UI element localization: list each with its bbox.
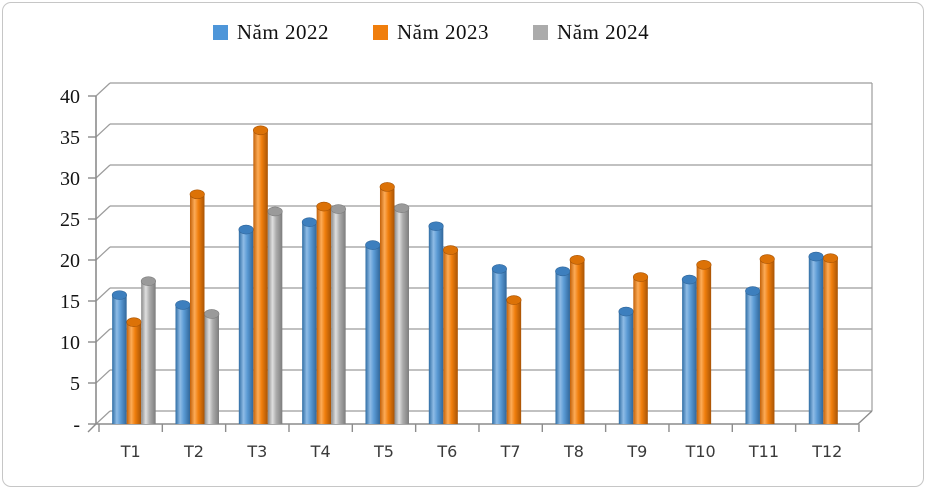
bar-năm-2023-T7 [506,295,522,424]
floor-right-edge [857,410,873,425]
gridline-depth-0 [95,410,111,425]
legend-label-nam-2024: Năm 2024 [557,20,650,44]
x-label-T11: T11 [748,442,779,461]
y-tick-label-25: 25 [60,209,80,231]
x-label-T12: T12 [811,442,842,461]
bar-năm-2022-T3 [238,224,254,424]
bar-năm-2024-T3 [267,206,283,424]
bar-năm-2022-T7 [491,264,507,424]
y-tick-label-20: 20 [60,250,80,272]
gridline-depth-3 [95,287,111,302]
legend-label-nam-2023: Năm 2023 [396,20,490,44]
y-tick-label-35: 35 [60,127,80,149]
bar-năm-2023-T4 [316,201,332,424]
bar-năm-2022-T4 [301,217,317,424]
bar-năm-2023-T2 [189,189,205,424]
bar-năm-2023-T9 [633,272,649,424]
y-tick-label--: - [73,414,80,436]
bar-năm-2023-T12 [822,253,839,424]
legend-swatch-nam-2024 [533,25,549,40]
y-tick-label-15: 15 [60,291,80,313]
bar-năm-2023-T8 [569,255,585,424]
y-tick-label-30: 30 [60,168,80,190]
y-tick-label-40: 40 [60,86,80,108]
legend-swatch-nam-2023 [372,25,388,40]
gridline-depth-8 [95,82,111,97]
floor-left-edge [87,423,97,433]
gridline-depth-4 [95,246,111,261]
gridline-depth-6 [95,164,111,179]
legend-item-nam-2024: Năm 2024 [533,20,649,45]
bar-năm-2022-T12 [808,251,824,424]
bar-năm-2023-T11 [759,254,775,424]
legend-label-nam-2022: Năm 2022 [236,20,329,44]
bar-năm-2023-T6 [443,245,459,424]
bar-năm-2024-T1 [140,276,156,424]
x-label-T5: T5 [373,442,394,461]
y-tick-label-10: 10 [60,332,80,354]
legend-item-nam-2023: Năm 2023 [372,20,490,45]
x-label-T7: T7 [500,442,521,461]
legend-swatch-nam-2022 [212,25,228,40]
gridline-depth-2 [95,328,111,343]
bar-năm-2024-T2 [204,309,220,424]
bar-năm-2023-T1 [126,317,142,424]
gridline-depth-7 [95,123,111,138]
x-label-T4: T4 [310,442,331,461]
bar-năm-2023-T3 [253,125,269,425]
bar-năm-2022-T5 [365,240,381,424]
bar-năm-2022-T8 [555,266,571,424]
x-label-T6: T6 [436,442,457,461]
legend-item-nam-2022: Năm 2022 [212,20,329,45]
bar-năm-2022-T11 [745,286,761,424]
bar-năm-2022-T6 [428,221,444,424]
x-label-T8: T8 [563,442,584,461]
bar-năm-2022-T9 [618,306,634,424]
x-label-T10: T10 [685,442,716,461]
x-label-T2: T2 [183,442,204,461]
legend: Năm 2022 Năm 2023 Năm 2024 [0,20,894,45]
bar-năm-2023-T10 [696,259,712,424]
y-tick-label-5: 5 [70,373,80,395]
gridline-depth-1 [95,369,111,384]
bar-năm-2023-T5 [379,182,395,424]
bar-năm-2022-T10 [681,274,697,424]
x-label-T1: T1 [120,442,141,461]
x-label-T3: T3 [246,442,267,461]
x-label-T9: T9 [626,442,647,461]
gridline-depth-5 [95,205,111,220]
bar-năm-2024-T4 [330,204,346,424]
bar-năm-2022-T2 [175,300,191,424]
bar-năm-2022-T1 [111,290,127,424]
bar-năm-2024-T5 [394,203,410,424]
